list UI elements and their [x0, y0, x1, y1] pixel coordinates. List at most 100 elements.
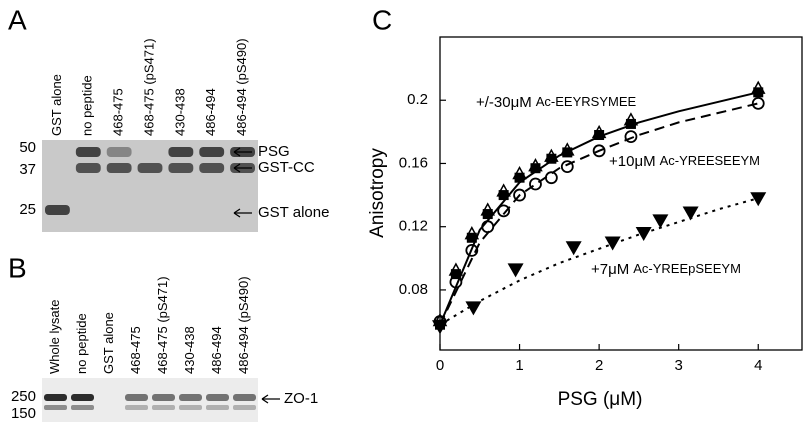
y-tick-label: 0.08 — [399, 281, 428, 298]
data-point — [625, 118, 636, 129]
y-tick-label: 0.16 — [399, 154, 428, 171]
panel-letter: A — [8, 4, 27, 35]
gel-band — [206, 405, 229, 410]
data-point — [562, 147, 573, 158]
plot-frame — [439, 36, 803, 351]
data-point — [514, 172, 525, 183]
gel-band — [44, 394, 67, 401]
annotation-part: +10μM — [609, 153, 656, 170]
annotation-part: Ac-YREESEEYM — [660, 153, 760, 168]
arrow-head — [233, 208, 241, 218]
x-tick-label: 2 — [595, 357, 603, 374]
band-label: ZO-1 — [284, 390, 318, 407]
gel-band — [179, 405, 202, 410]
gel-band — [206, 394, 229, 401]
gel-a — [42, 140, 258, 232]
data-point — [449, 275, 463, 289]
gel-band — [125, 394, 148, 401]
gel-band — [106, 147, 132, 157]
size-marker: 25 — [19, 201, 36, 218]
lane-label: 468-475 — [111, 88, 126, 136]
lane-label: no peptide — [80, 75, 95, 136]
band-label: GST alone — [258, 204, 329, 221]
lane-label: 430-438 — [182, 326, 197, 374]
lane-label: 486-494 (pS490) — [236, 276, 251, 374]
size-marker: 37 — [19, 161, 36, 178]
band-label: GST-CC — [258, 159, 315, 176]
lane-label: 468-475 — [128, 326, 143, 374]
annotation-part: Ac-YREEpSEEYM — [633, 261, 741, 276]
lane-label: 468-475 (pS471) — [155, 276, 170, 374]
band-label: PSG — [258, 143, 290, 160]
x-axis-title: PSG (μM) — [558, 389, 643, 410]
size-marker: 50 — [19, 139, 36, 156]
gel-band — [44, 405, 67, 410]
x-tick-label: 3 — [675, 357, 683, 374]
fit-line — [439, 102, 759, 326]
data-point — [750, 192, 767, 207]
y-tick-label: 0.2 — [407, 91, 428, 108]
lane-label: 486-494 (pS490) — [234, 38, 249, 136]
lane-label: 468-475 (pS471) — [141, 38, 156, 136]
gel-band — [106, 163, 132, 173]
lane-label: GST alone — [101, 312, 116, 374]
gel-band — [137, 163, 163, 173]
data-point — [592, 144, 606, 158]
lane-label: 486-494 — [203, 88, 218, 136]
size-marker: 150 — [11, 405, 36, 422]
gel-band — [168, 147, 194, 157]
lane-label: 430-438 — [172, 88, 187, 136]
lane-label: 486-494 — [209, 326, 224, 374]
annotation-part: +/-30μM — [476, 94, 532, 111]
data-point — [604, 236, 621, 251]
gel-band — [168, 163, 194, 173]
lane-label: Whole lysate — [47, 300, 62, 374]
annotation: +10μM Ac-YREESEEYM — [609, 153, 760, 170]
gel-band — [152, 405, 175, 410]
data-point — [465, 301, 482, 316]
data-point — [565, 241, 582, 256]
data-point — [482, 209, 493, 220]
gel-band — [71, 394, 94, 401]
data-point — [432, 320, 448, 335]
annotation: +7μM Ac-YREEpSEEYM — [591, 261, 741, 278]
data-point — [497, 204, 511, 218]
data-point — [652, 214, 669, 229]
gel-band — [75, 147, 101, 157]
x-tick-label: 4 — [754, 357, 762, 374]
fit-line — [439, 197, 759, 326]
data-point — [465, 244, 479, 257]
data-point — [481, 220, 495, 234]
annotation-part: Ac-EEYRSYMEE — [536, 94, 637, 109]
gel-band — [233, 394, 256, 401]
arrow-head — [233, 147, 241, 157]
x-tick-label: 0 — [436, 357, 444, 374]
lane-label: GST alone — [49, 74, 64, 136]
data-point — [546, 153, 557, 164]
panel-letter: B — [8, 252, 27, 283]
annotation-part: +7μM — [591, 261, 629, 278]
y-tick-label: 0.12 — [399, 218, 428, 235]
x-tick-label: 1 — [515, 357, 523, 374]
arrow-head — [233, 163, 241, 173]
arrow-head — [261, 394, 269, 404]
gel-band — [199, 147, 225, 157]
data-point — [498, 190, 509, 201]
gel-band — [71, 405, 94, 410]
data-point — [450, 269, 461, 280]
data-point — [466, 232, 477, 243]
data-point — [507, 263, 524, 278]
gel-band — [75, 163, 101, 173]
data-point — [635, 227, 652, 242]
data-point — [624, 130, 638, 143]
annotation: +/-30μM Ac-EEYRSYMEE — [476, 94, 636, 111]
data-point — [513, 188, 526, 202]
y-axis-title: Anisotropy — [367, 148, 388, 238]
gel-band — [45, 205, 70, 215]
data-point — [529, 177, 542, 191]
data-point — [753, 87, 764, 98]
data-point — [751, 96, 765, 110]
data-point — [594, 130, 605, 141]
data-point — [682, 206, 699, 221]
